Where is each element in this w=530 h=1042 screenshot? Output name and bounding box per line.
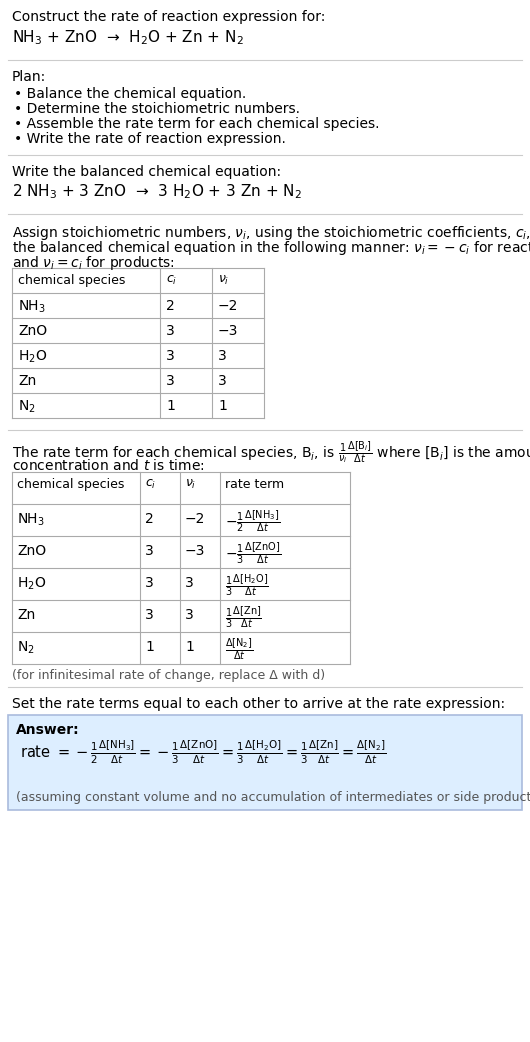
Text: Plan:: Plan: [12, 70, 46, 84]
Text: Answer:: Answer: [16, 723, 80, 737]
Text: 3: 3 [166, 349, 175, 363]
Text: Set the rate terms equal to each other to arrive at the rate expression:: Set the rate terms equal to each other t… [12, 697, 505, 711]
Text: 2: 2 [166, 299, 175, 313]
Text: NH$_3$: NH$_3$ [18, 299, 46, 316]
Text: Construct the rate of reaction expression for:: Construct the rate of reaction expressio… [12, 10, 325, 24]
Text: −2: −2 [218, 299, 238, 313]
Text: • Determine the stoichiometric numbers.: • Determine the stoichiometric numbers. [14, 102, 300, 116]
Text: rate term: rate term [225, 478, 284, 491]
Text: −3: −3 [218, 324, 238, 338]
Text: $c_i$: $c_i$ [145, 478, 156, 491]
Text: $-\frac{1}{2}\frac{\Delta[\mathrm{NH_3}]}{\Delta t}$: $-\frac{1}{2}\frac{\Delta[\mathrm{NH_3}]… [225, 508, 280, 534]
Text: 1: 1 [145, 640, 154, 654]
Text: rate $= -\frac{1}{2}\frac{\Delta[\mathrm{NH_3}]}{\Delta t} = -\frac{1}{3}\frac{\: rate $= -\frac{1}{2}\frac{\Delta[\mathrm… [20, 739, 386, 767]
Text: (for infinitesimal rate of change, replace Δ with d): (for infinitesimal rate of change, repla… [12, 669, 325, 683]
Text: ZnO: ZnO [18, 324, 47, 338]
Text: 3: 3 [185, 607, 194, 622]
Text: The rate term for each chemical species, B$_i$, is $\frac{1}{\nu_i}\frac{\Delta[: The rate term for each chemical species,… [12, 440, 530, 466]
Text: 2: 2 [145, 512, 154, 526]
Text: N$_2$: N$_2$ [18, 399, 36, 416]
Text: • Balance the chemical equation.: • Balance the chemical equation. [14, 86, 246, 101]
Text: 3: 3 [145, 576, 154, 590]
Text: 1: 1 [185, 640, 194, 654]
Text: $-\frac{1}{3}\frac{\Delta[\mathrm{ZnO}]}{\Delta t}$: $-\frac{1}{3}\frac{\Delta[\mathrm{ZnO}]}… [225, 540, 281, 566]
Text: NH$_3$ + ZnO  →  H$_2$O + Zn + N$_2$: NH$_3$ + ZnO → H$_2$O + Zn + N$_2$ [12, 28, 244, 47]
Text: $\frac{1}{3}\frac{\Delta[\mathrm{H_2O}]}{\Delta t}$: $\frac{1}{3}\frac{\Delta[\mathrm{H_2O}]}… [225, 572, 269, 598]
Text: H$_2$O: H$_2$O [18, 349, 47, 366]
Text: the balanced chemical equation in the following manner: $\nu_i = -c_i$ for react: the balanced chemical equation in the fo… [12, 239, 530, 257]
Text: $\nu_i$: $\nu_i$ [185, 478, 197, 491]
Text: 3: 3 [145, 607, 154, 622]
Text: 3: 3 [145, 544, 154, 559]
Text: 3: 3 [185, 576, 194, 590]
Text: • Write the rate of reaction expression.: • Write the rate of reaction expression. [14, 132, 286, 146]
Text: $\frac{\Delta[\mathrm{N_2}]}{\Delta t}$: $\frac{\Delta[\mathrm{N_2}]}{\Delta t}$ [225, 636, 253, 662]
Text: NH$_3$: NH$_3$ [17, 512, 45, 528]
Text: −2: −2 [185, 512, 206, 526]
Text: 1: 1 [218, 399, 227, 413]
FancyBboxPatch shape [8, 715, 522, 810]
Text: and $\nu_i = c_i$ for products:: and $\nu_i = c_i$ for products: [12, 254, 175, 272]
Text: 2 NH$_3$ + 3 ZnO  →  3 H$_2$O + 3 Zn + N$_2$: 2 NH$_3$ + 3 ZnO → 3 H$_2$O + 3 Zn + N$_… [12, 182, 302, 201]
Text: chemical species: chemical species [18, 274, 126, 287]
Text: (assuming constant volume and no accumulation of intermediates or side products): (assuming constant volume and no accumul… [16, 791, 530, 804]
Text: $\frac{1}{3}\frac{\Delta[\mathrm{Zn}]}{\Delta t}$: $\frac{1}{3}\frac{\Delta[\mathrm{Zn}]}{\… [225, 604, 262, 629]
Text: 3: 3 [166, 324, 175, 338]
Text: 3: 3 [218, 349, 227, 363]
Text: Zn: Zn [17, 607, 36, 622]
Text: Write the balanced chemical equation:: Write the balanced chemical equation: [12, 165, 281, 179]
Text: $c_i$: $c_i$ [166, 274, 177, 288]
Text: 1: 1 [166, 399, 175, 413]
Text: concentration and $t$ is time:: concentration and $t$ is time: [12, 458, 205, 473]
Text: N$_2$: N$_2$ [17, 640, 35, 656]
Text: Assign stoichiometric numbers, $\nu_i$, using the stoichiometric coefficients, $: Assign stoichiometric numbers, $\nu_i$, … [12, 224, 530, 242]
Text: 3: 3 [218, 374, 227, 388]
Text: chemical species: chemical species [17, 478, 125, 491]
Text: Zn: Zn [18, 374, 36, 388]
Text: ZnO: ZnO [17, 544, 46, 559]
Text: • Assemble the rate term for each chemical species.: • Assemble the rate term for each chemic… [14, 117, 379, 131]
Text: −3: −3 [185, 544, 206, 559]
Text: 3: 3 [166, 374, 175, 388]
Text: H$_2$O: H$_2$O [17, 576, 46, 593]
Text: $\nu_i$: $\nu_i$ [218, 274, 229, 288]
